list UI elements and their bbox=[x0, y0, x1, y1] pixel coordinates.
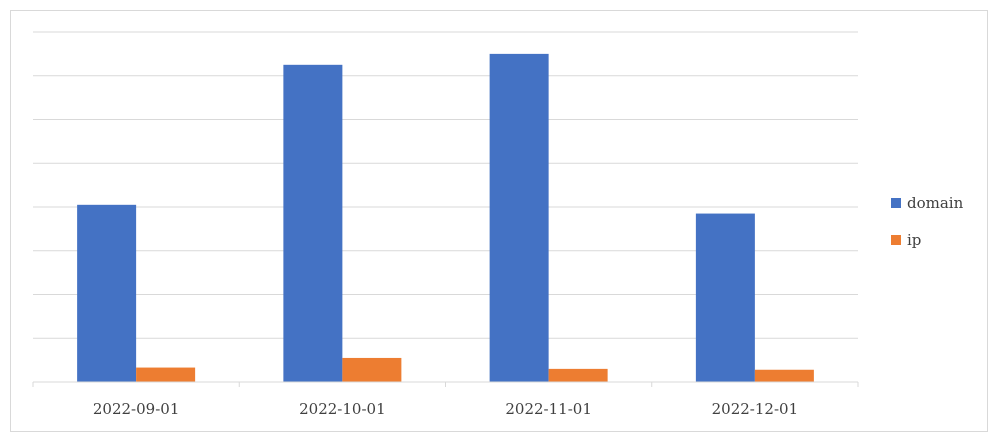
x-tick-label: 2022-12-01 bbox=[712, 400, 798, 418]
x-tick-label: 2022-10-01 bbox=[299, 400, 385, 418]
legend-label-ip: ip bbox=[907, 231, 921, 249]
bar-ip-2022-11-01 bbox=[548, 368, 608, 382]
bar-ip-2022-09-01 bbox=[136, 367, 196, 382]
x-tick-labels: 2022-09-01 2022-10-01 2022-11-01 2022-12-01 bbox=[93, 400, 798, 418]
bars bbox=[77, 53, 814, 382]
bar-ip-2022-12-01 bbox=[754, 369, 814, 382]
legend-swatch-ip bbox=[891, 235, 901, 245]
bar-domain-2022-09-01 bbox=[77, 204, 137, 382]
bar-domain-2022-12-01 bbox=[695, 213, 755, 382]
bar-ip-2022-10-01 bbox=[342, 357, 402, 382]
bar-domain-2022-10-01 bbox=[283, 64, 343, 382]
x-axis bbox=[32, 381, 859, 387]
x-tick-label: 2022-09-01 bbox=[93, 400, 179, 418]
legend: domain ip bbox=[891, 194, 964, 249]
bar-domain-2022-11-01 bbox=[489, 53, 549, 382]
legend-swatch-domain bbox=[891, 198, 901, 208]
x-tick-label: 2022-11-01 bbox=[505, 400, 591, 418]
legend-label-domain: domain bbox=[907, 194, 964, 212]
